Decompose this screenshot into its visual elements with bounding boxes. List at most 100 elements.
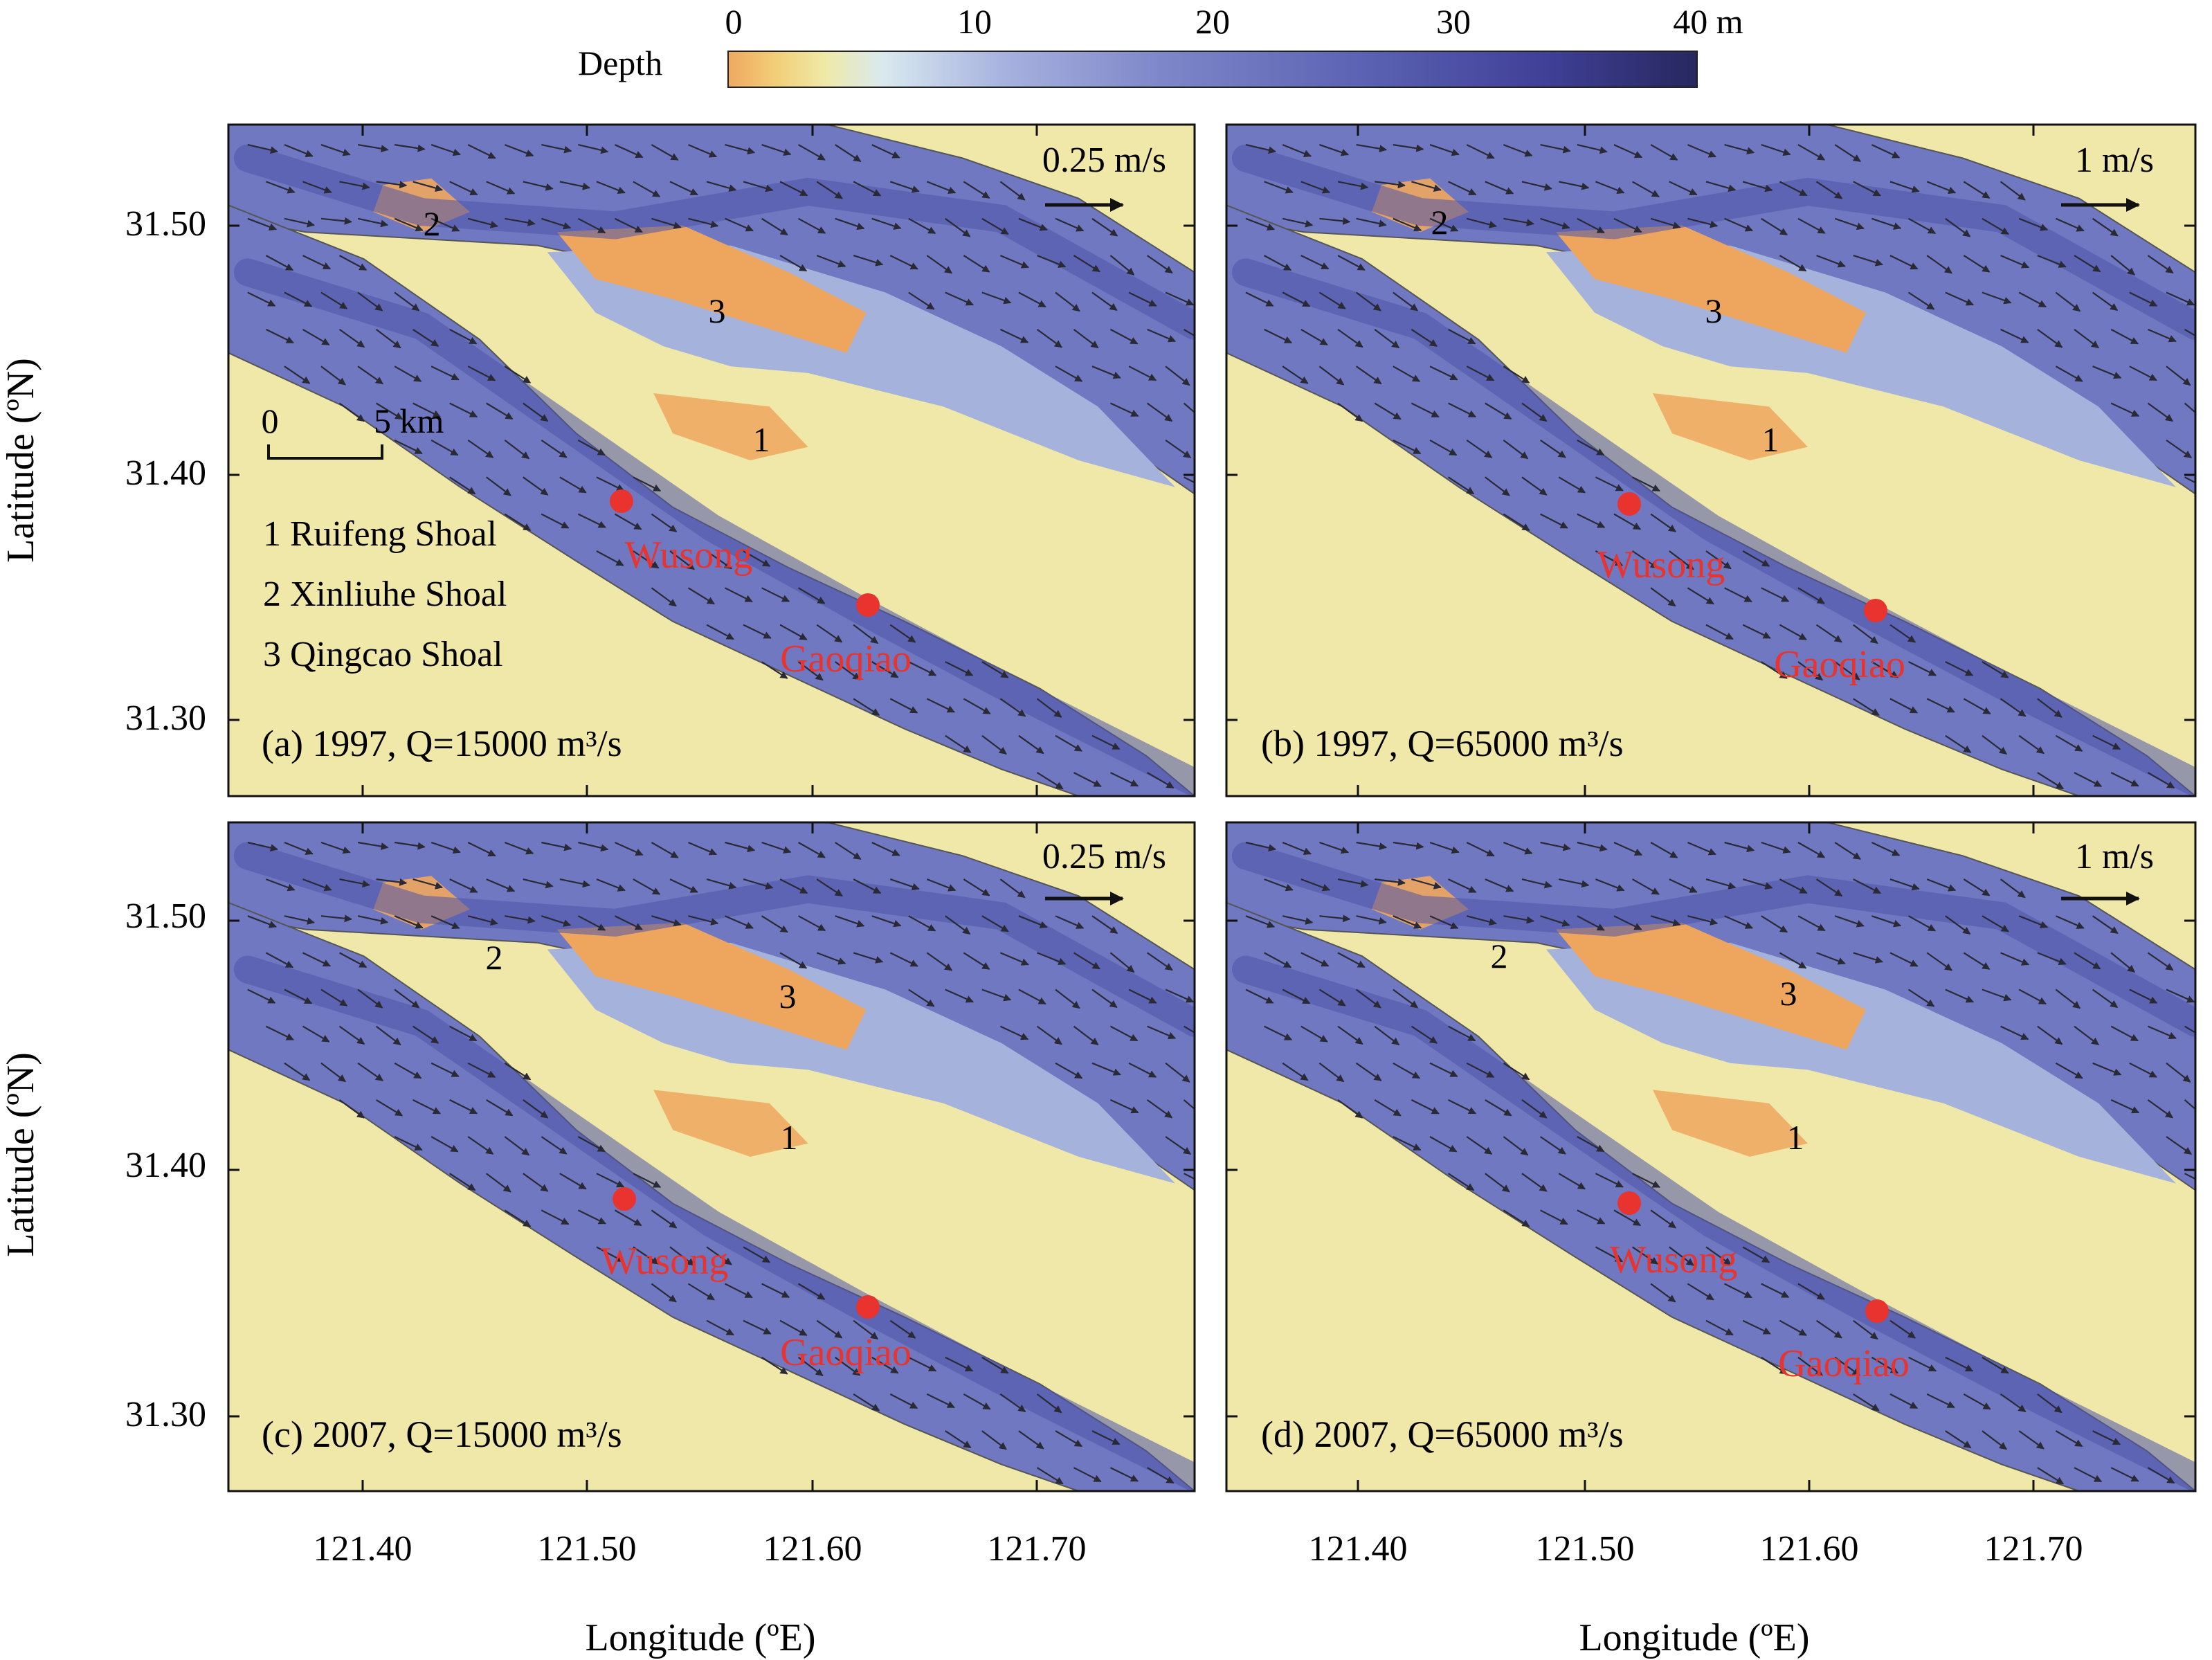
velocity-arrow (2147, 1025, 2177, 1040)
velocity-arrow (449, 1099, 478, 1115)
velocity-arrow (1429, 1136, 1458, 1153)
velocity-arrow (1375, 181, 1406, 189)
velocity-arrow (1485, 181, 1514, 195)
velocity-arrow (1355, 291, 1381, 312)
velocity-arrow (1245, 841, 1276, 852)
north-deep-channel (1232, 144, 2195, 340)
velocity-arrow (1356, 841, 1388, 851)
velocity-arrow (1036, 329, 1062, 348)
velocity-arrow (1018, 1430, 1044, 1450)
velocity-arrow (247, 291, 276, 307)
velocity-arrow (1073, 1025, 1099, 1046)
velocity-arrow (743, 878, 774, 890)
velocity-arrow (1540, 1209, 1568, 1225)
y-tick-labels: 31.50 31.40 31.30 31.50 31.40 31.30 (125, 204, 206, 1434)
velocity-arrow (1466, 1062, 1495, 1078)
velocity-arrow (1183, 402, 1195, 414)
velocity-arrow (1073, 255, 1100, 273)
velocity-arrow (945, 217, 971, 237)
velocity-arrow (1631, 1246, 1659, 1265)
velocity-arrow (1245, 217, 1276, 231)
panel-map-body (1226, 822, 2195, 1491)
velocity-arrow (266, 878, 296, 892)
velocity-arrow (963, 255, 990, 273)
velocity-arrow (2037, 329, 2063, 348)
velocity-arrow (320, 841, 351, 854)
velocity-arrow (1687, 1283, 1714, 1301)
velocity-field (247, 144, 1195, 790)
velocity-arrow (1963, 181, 1991, 199)
velocity-arrow (798, 915, 826, 932)
velocity-arrow (816, 952, 846, 965)
y-tick-bottom-3130: 31.30 (125, 1395, 206, 1434)
velocity-arrow (2018, 989, 2047, 1005)
y-axis-title-bottom: Latitude (ºN) (0, 1052, 42, 1257)
velocity-arrow (2018, 291, 2047, 308)
velocity-arrow (1797, 661, 1824, 681)
velocity-arrow (1319, 217, 1351, 225)
velocity-arrow (999, 255, 1029, 269)
panel-c-wusong-label: Wusong (601, 1240, 728, 1283)
velocity-arrow (853, 181, 882, 197)
velocity-arrow (1982, 217, 2009, 235)
map-panel-b (1225, 123, 2197, 797)
stations: Wusong Gaoqiao Wusong Gaoqiao Wusong Gao… (601, 489, 1910, 1385)
velocity-arrow (413, 1099, 441, 1115)
velocity-arrow (302, 328, 330, 346)
velocity-arrow (2147, 402, 2173, 422)
velocity-arrow (504, 1209, 532, 1227)
velocity-arrow (1503, 1209, 1530, 1227)
velocity-arrow (1018, 217, 1048, 231)
velocity-arrow (449, 181, 478, 196)
velocity-arrow (1503, 1136, 1529, 1156)
velocity-arrow (1503, 366, 1530, 384)
velocity-arrow (779, 878, 808, 894)
velocity-arrow (1853, 181, 1881, 197)
velocity-arrow (761, 217, 788, 236)
velocity-arrow (1540, 144, 1571, 154)
velocity-arrow (1055, 291, 1080, 312)
velocity-arrow (614, 841, 644, 856)
velocity-arrow (1264, 1025, 1293, 1040)
velocity-arrow (1650, 217, 1681, 229)
velocity-arrow (651, 144, 679, 161)
velocity-arrow (449, 476, 476, 495)
velocity-arrow (2166, 366, 2191, 386)
velocity-arrow (1577, 439, 1605, 456)
velocity-arrow (1055, 366, 1083, 382)
velocity-arrow (284, 144, 314, 157)
velocity-arrow (853, 624, 879, 644)
velocity-arrow (2037, 1025, 2063, 1045)
velocity-arrow (1448, 1099, 1476, 1115)
velocity-arrow (1319, 914, 1351, 923)
velocity-arrow (467, 439, 494, 458)
velocity-arrow (797, 661, 824, 681)
velocity-arrow (1650, 842, 1678, 858)
velocity-field (1245, 841, 2195, 1485)
velocity-arrow (1282, 217, 1314, 228)
panel-b-ref-vector-label: 1 m/s (2075, 141, 2154, 180)
velocity-arrow (1705, 624, 1734, 640)
velocity-arrow (1705, 550, 1732, 570)
velocity-arrow (981, 291, 1012, 305)
velocity-arrow (835, 915, 865, 928)
velocity-arrow (1165, 366, 1190, 386)
velocity-arrow (1282, 1062, 1309, 1081)
x-tick-labels: 121.40 121.50 121.60 121.70 121.40 121.5… (314, 1529, 2083, 1569)
velocity-arrow (651, 915, 682, 927)
panel-frame (1225, 123, 2197, 797)
velocity-arrow (1264, 952, 1292, 968)
velocity-arrow (725, 587, 753, 603)
velocity-arrow (577, 915, 606, 931)
velocity-arrow (999, 1025, 1029, 1040)
velocity-arrow (1411, 878, 1442, 890)
velocity-arrow (1355, 1062, 1382, 1081)
velocity-arrow (1797, 587, 1825, 604)
velocity-arrow (871, 217, 902, 230)
velocity-arrow (1926, 255, 1952, 274)
velocity-arrow (908, 291, 935, 310)
velocity-arrow (2092, 734, 2121, 750)
velocity-arrow (1577, 1136, 1605, 1153)
velocity-arrow (1036, 1393, 1062, 1414)
velocity-arrow (302, 255, 332, 270)
